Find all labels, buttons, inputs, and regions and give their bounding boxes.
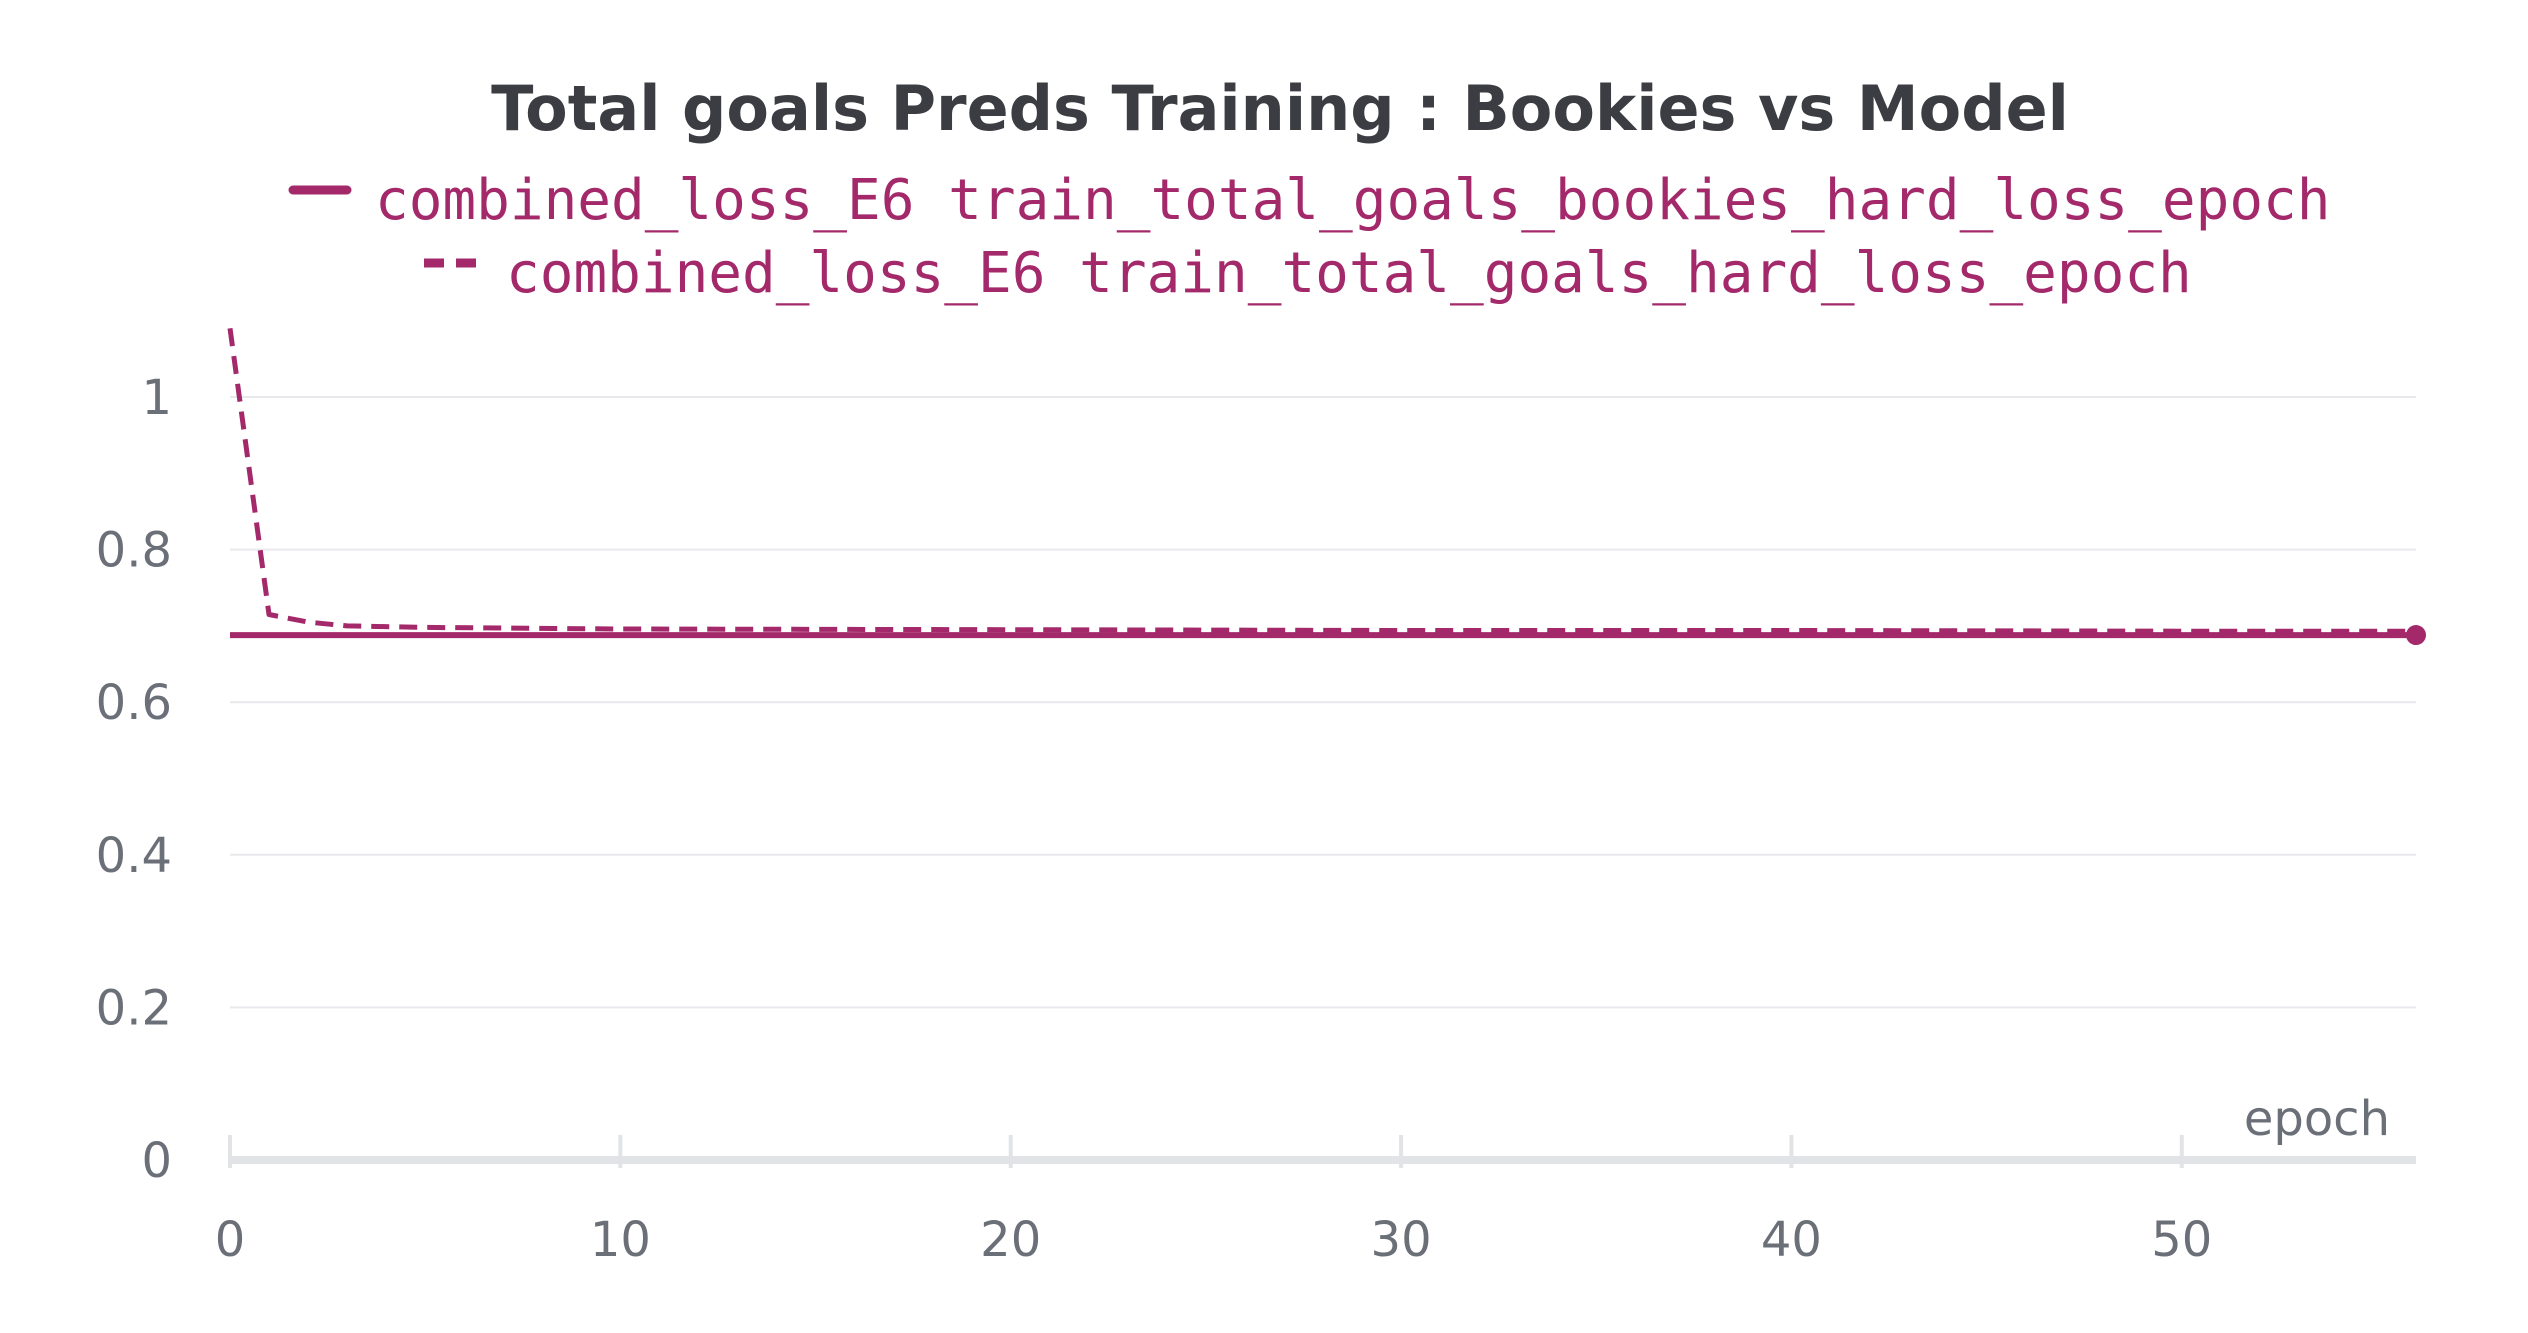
y-tick-label: 0.8: [96, 523, 172, 579]
x-tick-label: 50: [2151, 1212, 2212, 1268]
y-axis: 0 0.2 0.4 0.6 0.8 1: [96, 370, 172, 1189]
y-tick-label: 1: [141, 370, 172, 426]
series-end-marker: [2406, 625, 2426, 646]
x-tick-label: 40: [1761, 1212, 1822, 1268]
x-tick-label: 10: [590, 1212, 651, 1268]
plot-area: [227, 327, 2426, 646]
x-axis: 0 10 20 30 40 50: [215, 1135, 2416, 1268]
legend-label-bookies-loss: combined_loss_E6 train_total_goals_booki…: [375, 168, 2330, 233]
x-tick-label: 0: [215, 1212, 246, 1268]
series-line-model-loss: [227, 327, 2416, 634]
y-tick-label: 0.4: [96, 828, 172, 884]
grid-lines: [230, 396, 2416, 1009]
y-tick-label: 0: [141, 1133, 172, 1189]
chart-legend: combined_loss_E6 train_total_goals_booki…: [288, 168, 2330, 306]
x-tick-label: 20: [980, 1212, 1041, 1268]
chart-title: Total goals Preds Training : Bookies vs …: [491, 72, 2069, 145]
x-axis-label: epoch: [2244, 1091, 2390, 1147]
y-tick-label: 0.2: [96, 980, 172, 1036]
y-tick-label: 0.6: [96, 675, 172, 731]
x-tick-label: 30: [1371, 1212, 1432, 1268]
legend-label-model-loss: combined_loss_E6 train_total_goals_hard_…: [506, 241, 2192, 306]
